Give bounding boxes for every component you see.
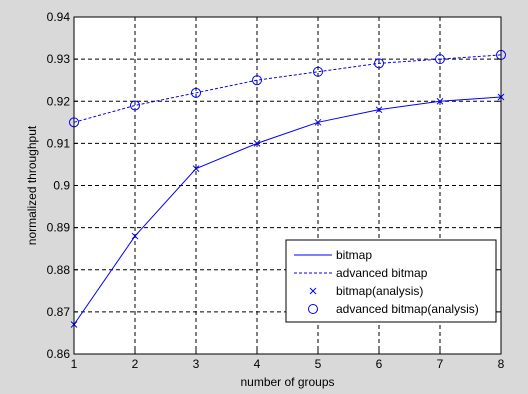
data-point-circle-marker bbox=[313, 66, 323, 77]
x-tick-label: 8 bbox=[498, 357, 505, 371]
y-tick-label: 0.89 bbox=[47, 221, 71, 235]
legend-label: bitmap(analysis) bbox=[336, 284, 423, 298]
legend-swatch bbox=[309, 287, 317, 295]
x-tick-label: 5 bbox=[315, 357, 322, 371]
data-point-x-marker bbox=[436, 97, 444, 105]
x-marker-stroke bbox=[131, 232, 139, 240]
x-marker-stroke bbox=[309, 287, 317, 295]
data-point-x-marker bbox=[375, 106, 383, 114]
y-tick-label: 0.87 bbox=[47, 305, 71, 319]
data-point-x-marker bbox=[192, 165, 200, 173]
x-marker-stroke bbox=[192, 165, 200, 173]
y-tick-label: 0.88 bbox=[47, 263, 71, 277]
series-line-advanced-bitmap bbox=[73, 54, 502, 123]
legend-label: advanced bitmap(analysis) bbox=[336, 302, 479, 316]
y-tick-label: 0.93 bbox=[47, 52, 71, 66]
y-axis-label: normalized throughput bbox=[25, 125, 39, 245]
x-axis-label: number of groups bbox=[240, 375, 334, 389]
x-tick-label: 7 bbox=[437, 357, 444, 371]
ticks: 1 2 3 4 5 6 7 8 0.86 0.87 0.88 0.89 0.9 0.91 0.92 0.93 0… bbox=[47, 10, 505, 371]
legend-box bbox=[285, 239, 497, 323]
data-point-x-marker bbox=[131, 232, 139, 240]
data-point-circle-marker bbox=[435, 54, 445, 65]
data-point-circle-marker bbox=[130, 100, 140, 111]
data-point-x-marker bbox=[253, 140, 261, 147]
y-tick-label: 0.92 bbox=[47, 94, 71, 108]
x-marker-stroke bbox=[436, 97, 444, 105]
y-tick-label: 0.86 bbox=[47, 347, 71, 361]
data-point-circle-marker bbox=[374, 58, 384, 69]
x-tick-label: 6 bbox=[376, 357, 383, 371]
y-tick-label: 0.9 bbox=[53, 179, 70, 193]
data-point-circle-marker bbox=[191, 87, 201, 98]
legend: bitmap advanced bitmap bitmap(analysis) adv… bbox=[285, 239, 497, 323]
x-marker-stroke bbox=[314, 118, 322, 126]
x-marker-stroke bbox=[253, 140, 261, 147]
data-point-circle-marker bbox=[252, 75, 262, 86]
series-line-bitmap bbox=[73, 96, 502, 325]
x-tick-label: 1 bbox=[71, 357, 78, 371]
legend-label: bitmap bbox=[336, 248, 372, 262]
data-point-x-marker bbox=[314, 118, 322, 126]
legend-swatch bbox=[308, 304, 318, 314]
x-tick-label: 4 bbox=[254, 357, 261, 371]
y-tick-label: 0.94 bbox=[47, 10, 71, 24]
y-tick-label: 0.91 bbox=[47, 136, 71, 150]
x-marker-stroke bbox=[375, 106, 383, 114]
x-tick-label: 3 bbox=[193, 357, 200, 371]
series-layer bbox=[69, 49, 506, 328]
legend-label: advanced bitmap bbox=[336, 266, 428, 280]
x-tick-label: 2 bbox=[132, 357, 139, 371]
